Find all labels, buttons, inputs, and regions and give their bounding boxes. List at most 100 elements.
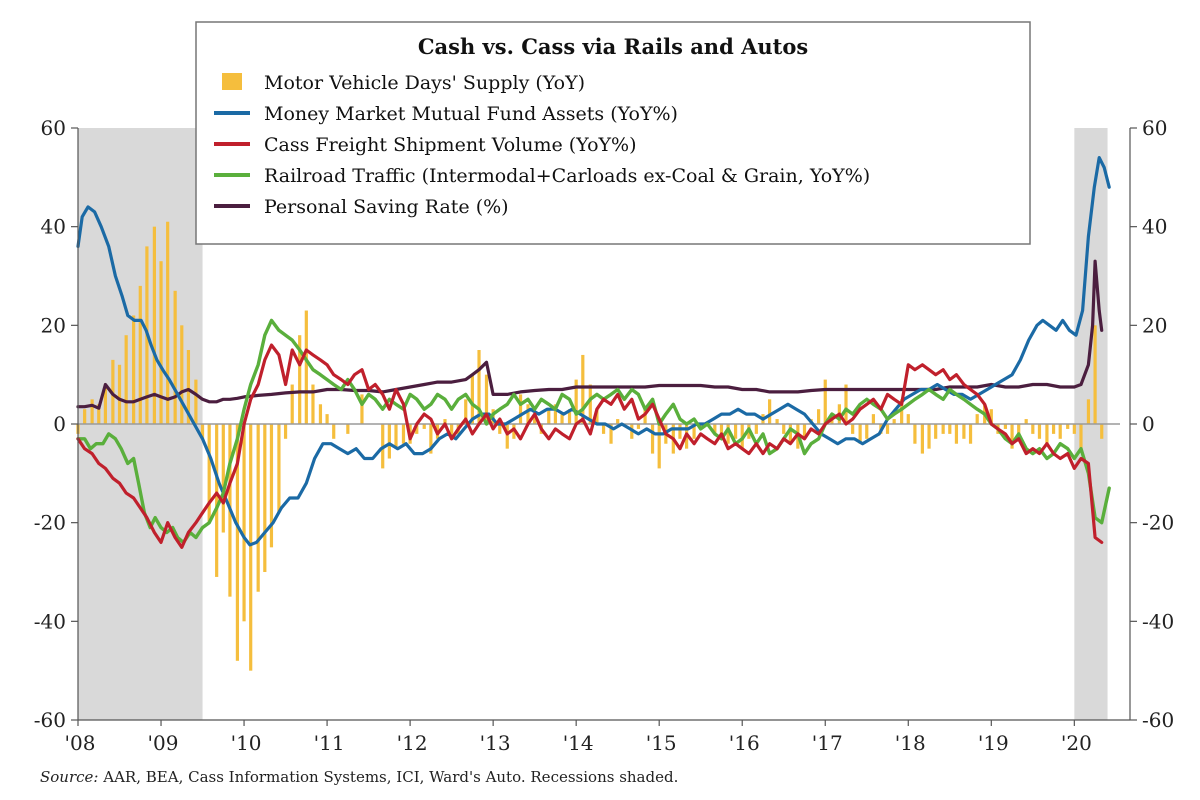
- bar-69: [574, 379, 578, 424]
- series-line-2: [76, 343, 1104, 549]
- y-right-tick-label: -20: [1142, 511, 1174, 535]
- bar-103: [817, 409, 821, 424]
- bar-138: [1058, 424, 1062, 439]
- bar-28: [263, 424, 267, 572]
- bar-101: [802, 424, 807, 439]
- legend-label-3: Cass Freight Shipment Volume (YoY%): [264, 134, 637, 156]
- bar-9: [132, 315, 136, 424]
- bar-3: [90, 399, 94, 424]
- bar-89: [719, 424, 724, 439]
- bar-111: [871, 414, 876, 424]
- bar-109: [858, 424, 862, 444]
- bar-130: [1003, 424, 1008, 429]
- chart-title: Cash vs. Cass via Rails and Autos: [418, 34, 808, 59]
- bar-122: [948, 424, 952, 434]
- bar-97: [775, 419, 779, 424]
- bar-143: [1093, 325, 1097, 424]
- bar-121: [941, 424, 945, 434]
- y-right-tick-label: -40: [1142, 609, 1174, 633]
- y-right-tick-label: 0: [1142, 412, 1155, 436]
- bar-88: [713, 424, 717, 434]
- bar-91: [733, 424, 738, 439]
- lines-group: [76, 156, 1111, 549]
- bar-43: [394, 424, 398, 449]
- series-line-4: [76, 259, 1104, 410]
- x-tick-label: '09: [148, 731, 179, 755]
- bar-26: [249, 424, 253, 671]
- bar-25: [242, 424, 246, 622]
- legend-label-4: Railroad Traffic (Intermodal+Carloads ex…: [264, 165, 870, 187]
- source-label: Source:: [40, 768, 99, 786]
- bar-31: [283, 424, 288, 439]
- bar-81: [657, 424, 661, 469]
- bar-5: [103, 384, 107, 424]
- y-left-tick-label: -20: [34, 511, 66, 535]
- bar-79: [643, 409, 647, 424]
- bar-126: [975, 414, 979, 424]
- bar-140: [1072, 424, 1076, 434]
- bar-67: [560, 414, 564, 424]
- legend-swatch-1: [222, 73, 242, 90]
- bar-131: [1010, 424, 1014, 449]
- bar-134: [1031, 424, 1035, 434]
- x-tick-label: '15: [646, 731, 677, 755]
- bar-46: [415, 424, 419, 434]
- bar-94: [754, 424, 758, 434]
- bar-62: [526, 404, 530, 424]
- bar-68: [567, 409, 572, 424]
- bar-142: [1086, 399, 1091, 424]
- bar-71: [588, 384, 592, 424]
- bar-32: [290, 384, 294, 424]
- bar-144: [1100, 424, 1104, 439]
- bar-30: [277, 424, 281, 513]
- bar-70: [581, 354, 585, 424]
- bar-117: [913, 424, 917, 444]
- bar-63: [533, 414, 537, 424]
- bar-107: [844, 384, 848, 424]
- bar-132: [1017, 424, 1021, 439]
- legend-label-1: Motor Vehicle Days' Supply (YoY): [264, 72, 585, 94]
- bar-65: [547, 409, 551, 424]
- bar-86: [692, 424, 696, 439]
- bar-56: [484, 374, 489, 424]
- bar-44: [401, 424, 406, 444]
- bar-98: [782, 424, 786, 434]
- bar-61: [518, 394, 523, 424]
- bar-137: [1051, 424, 1056, 434]
- bar-14: [166, 221, 170, 424]
- bar-29: [269, 424, 274, 548]
- legend-box: [195, 21, 1031, 245]
- bar-40: [360, 394, 364, 424]
- bar-72: [595, 409, 599, 424]
- bar-2: [83, 409, 87, 424]
- bar-115: [900, 399, 904, 424]
- bar-13: [159, 261, 163, 424]
- bars-group: [76, 221, 1104, 671]
- x-tick-label: '20: [1061, 731, 1092, 755]
- bar-37: [325, 414, 329, 424]
- y-left-tick-label: 40: [41, 215, 66, 239]
- y-right-tick-label: 40: [1142, 215, 1167, 239]
- bar-20: [207, 424, 211, 523]
- legend-label-2: Money Market Mutual Fund Assets (YoY%): [264, 103, 678, 125]
- bar-139: [1066, 424, 1070, 429]
- bar-74: [609, 424, 613, 444]
- bar-4: [97, 404, 101, 424]
- bar-124: [962, 424, 966, 439]
- bar-19: [200, 424, 205, 439]
- bar-35: [311, 384, 315, 424]
- bar-73: [601, 424, 606, 434]
- legend-label-5: Personal Saving Rate (%): [264, 196, 509, 218]
- bar-116: [906, 414, 910, 424]
- bar-53: [464, 399, 468, 424]
- bar-75: [616, 419, 620, 424]
- bar-54: [470, 374, 474, 424]
- bar-120: [934, 424, 938, 439]
- bar-48: [429, 424, 433, 454]
- bar-42: [387, 424, 391, 459]
- bar-108: [851, 424, 855, 434]
- bar-110: [865, 424, 869, 439]
- bar-99: [788, 424, 792, 444]
- bar-47: [422, 424, 426, 429]
